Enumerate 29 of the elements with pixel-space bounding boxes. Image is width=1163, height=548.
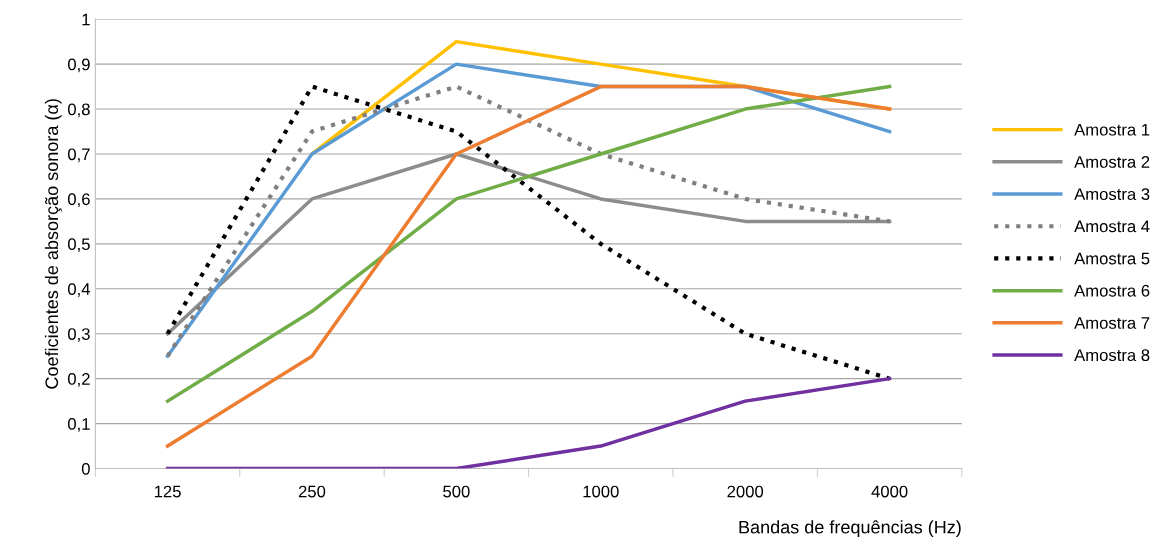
y-tick-label: 0,4 — [67, 283, 91, 297]
x-tick-label: 125 — [154, 485, 181, 498]
legend-label: Amostra 4 — [1074, 220, 1150, 233]
x-tick-label: 250 — [298, 485, 326, 498]
x-tick-label: 2000 — [727, 485, 764, 498]
legend-label: Amostra 8 — [1074, 349, 1150, 362]
y-tick-label: 0,2 — [67, 373, 90, 387]
x-tick-label: 500 — [443, 485, 470, 498]
legend-label: Amostra 7 — [1074, 317, 1150, 329]
legend-label: Amostra 3 — [1074, 188, 1150, 201]
y-tick-label: 0,8 — [67, 103, 90, 118]
y-tick-label: 0,3 — [67, 328, 90, 342]
y-tick-label: 0,5 — [67, 238, 90, 253]
y-tick-label: 0,9 — [67, 58, 90, 73]
x-tick-label: 4000 — [871, 485, 908, 498]
y-tick-label: 0 — [81, 462, 90, 475]
x-tick-label: 1000 — [583, 485, 619, 498]
legend-label: Amostra 6 — [1074, 284, 1150, 297]
y-tick-label: 0,1 — [67, 418, 90, 432]
x-axis-title: Bandas de frequências (Hz) — [739, 520, 961, 538]
legend-label: Amostra 1 — [1074, 123, 1150, 136]
y-tick-label: 0,7 — [67, 148, 90, 163]
line-series — [165, 376, 892, 469]
legend-label: Amostra 5 — [1074, 252, 1150, 265]
y-tick-label: 0,6 — [67, 193, 90, 208]
legend-label: Amostra 2 — [1074, 156, 1150, 168]
y-axis-title: Coeficientes de absorção sonora (α) — [44, 99, 62, 389]
y-tick-label: 1 — [82, 13, 90, 26]
line-series — [165, 152, 892, 336]
